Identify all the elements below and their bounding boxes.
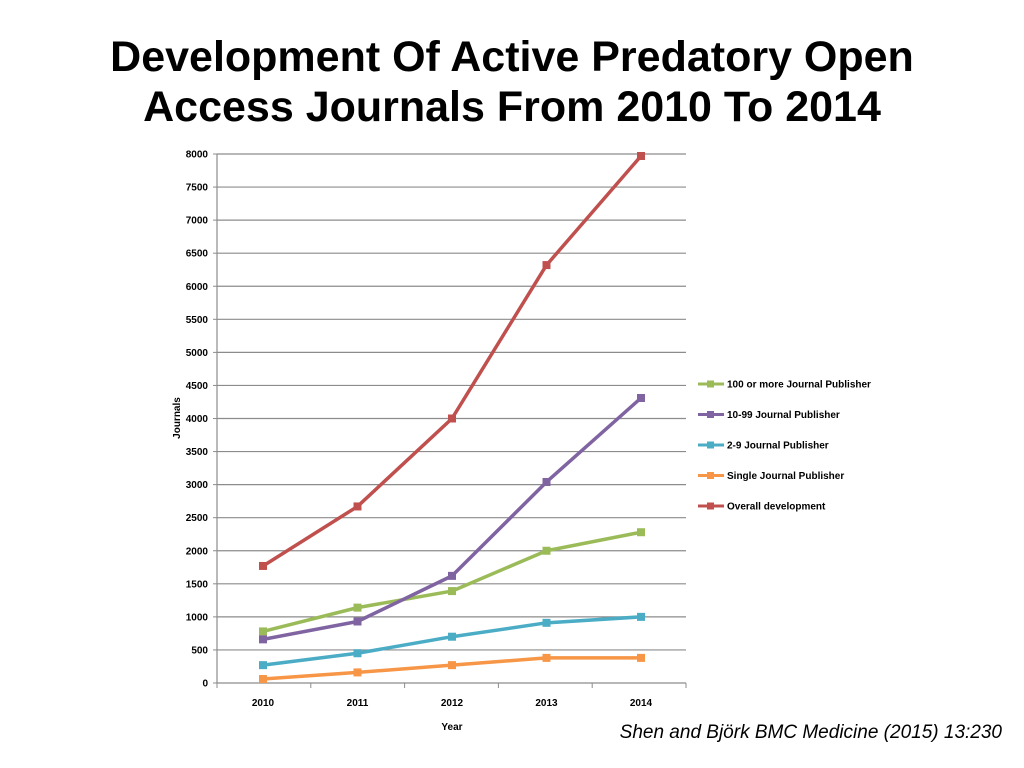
series-3 (259, 653, 645, 684)
data-point (353, 668, 362, 677)
y-axis-title: Journals (172, 397, 183, 439)
x-tick-label: 2012 (441, 698, 464, 709)
series-4 (259, 151, 645, 570)
y-tick-label: 7500 (186, 183, 209, 194)
data-point (542, 261, 551, 270)
y-tick-label: 3500 (186, 447, 209, 458)
data-point (353, 502, 362, 511)
y-tick-label: 7000 (186, 216, 209, 227)
y-tick-label: 1000 (186, 612, 209, 623)
x-tick-label: 2013 (535, 698, 558, 709)
legend-swatch-marker (707, 380, 714, 388)
y-axis-ticks: 0 500 1000 1500 2000 2500 3000 3500 4000 4500 5000… (186, 150, 209, 690)
x-axis-ticks: 2010 2011 2012 2013 2014 (252, 698, 653, 709)
y-tick-label: 5500 (186, 315, 209, 326)
legend-item: 10-99 Journal Publisher (698, 410, 840, 421)
series-line (261, 154, 643, 568)
y-tick-label: 500 (191, 645, 208, 656)
y-tick-label: 4000 (186, 414, 209, 425)
data-point (448, 632, 456, 641)
data-point (259, 661, 267, 670)
data-point (259, 635, 267, 644)
y-tick-label: 2000 (186, 546, 209, 557)
series-0 (259, 528, 645, 636)
data-point (259, 627, 267, 636)
y-tick-label: 1500 (186, 579, 209, 590)
legend-label: 2-9 Journal Publisher (727, 441, 829, 452)
data-point (637, 653, 645, 662)
y-tick-label: 0 (202, 679, 208, 690)
y-tick-label: 6000 (186, 282, 209, 293)
data-point (542, 618, 551, 627)
data-point (448, 661, 456, 670)
series-line (261, 396, 643, 642)
data-point (542, 546, 551, 555)
series-2 (259, 612, 645, 670)
data-point (259, 675, 267, 684)
x-tick-label: 2011 (347, 698, 369, 709)
legend-swatch-marker (707, 472, 714, 479)
series (259, 151, 645, 684)
citation: Shen and Björk BMC Medicine (2015) 13:23… (619, 722, 1002, 743)
legend-label: Overall development (727, 502, 826, 513)
data-point (448, 571, 456, 580)
y-tick-label: 8000 (186, 150, 209, 161)
legend-label: 10-99 Journal Publisher (727, 410, 840, 421)
legend-label: Single Journal Publisher (727, 471, 844, 482)
data-point (448, 414, 456, 423)
legend-label: 100 or more Journal Publisher (727, 380, 871, 391)
data-point (637, 394, 645, 403)
y-tick-label: 3000 (186, 480, 209, 491)
legend: 100 or more Journal Publisher 10-99 Journ… (698, 380, 871, 513)
legend-item: Single Journal Publisher (698, 471, 844, 482)
data-point (542, 477, 551, 486)
data-point (542, 653, 551, 662)
data-point (637, 151, 645, 160)
series-1 (259, 394, 645, 644)
y-tick-label: 6500 (186, 249, 209, 260)
y-tick-label: 4500 (186, 381, 209, 392)
axes (213, 153, 687, 688)
y-tick-label: 2500 (186, 513, 209, 524)
data-point (637, 528, 645, 537)
data-point (353, 603, 362, 612)
legend-item: Overall development (698, 502, 826, 513)
slide-title: Development Of Active Predatory Open Acc… (110, 33, 914, 131)
legend-swatch-marker (707, 502, 714, 510)
data-point (259, 561, 267, 570)
data-point (353, 649, 362, 658)
data-point (448, 587, 456, 596)
legend-swatch-marker (707, 411, 714, 418)
x-tick-label: 2014 (630, 698, 653, 709)
data-point (353, 617, 362, 626)
x-tick-label: 2010 (252, 698, 275, 709)
data-point (637, 612, 645, 621)
legend-item: 2-9 Journal Publisher (698, 441, 829, 452)
legend-item: 100 or more Journal Publisher (698, 380, 871, 391)
x-axis-title: Year (441, 722, 462, 733)
y-tick-label: 5000 (186, 348, 209, 359)
legend-swatch-marker (707, 441, 714, 449)
